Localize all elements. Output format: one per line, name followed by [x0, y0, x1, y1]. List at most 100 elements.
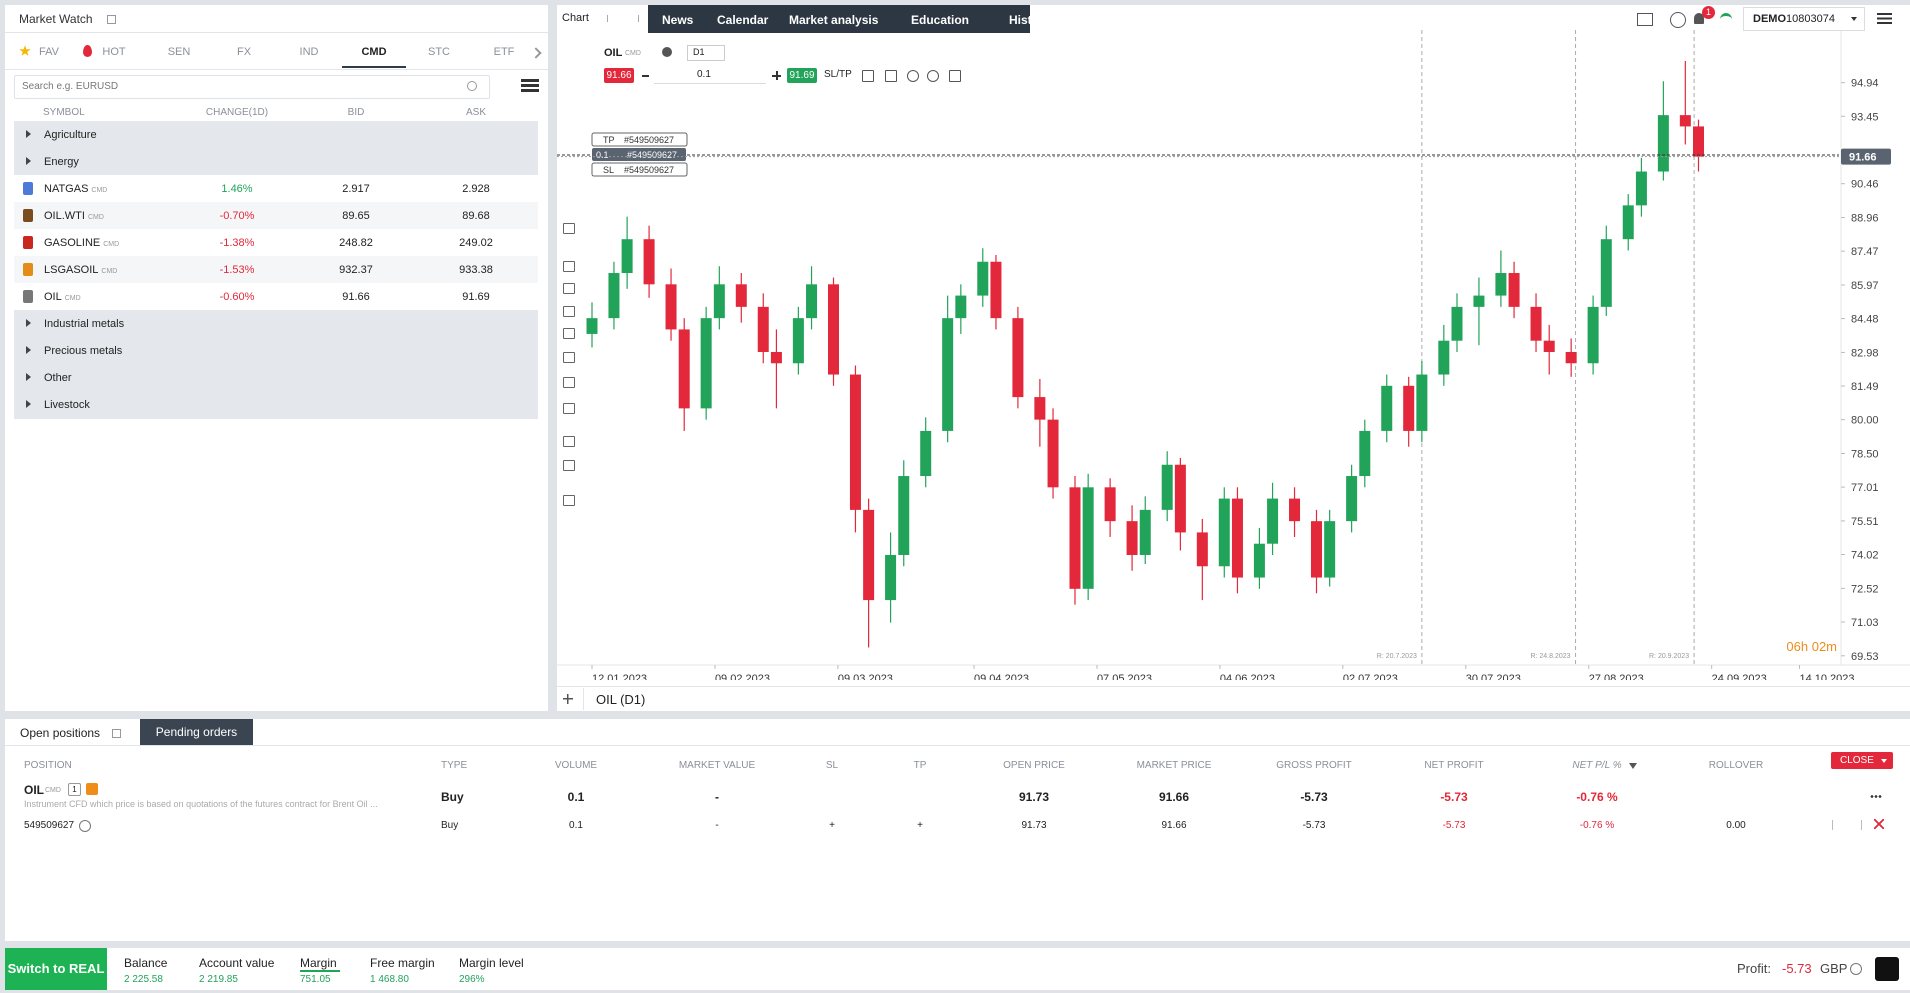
move-icon[interactable] — [1670, 12, 1686, 28]
toolbar-icon[interactable] — [907, 70, 919, 82]
market-tab[interactable]: HOT — [102, 46, 126, 58]
switch-real-button[interactable]: Switch to REAL — [5, 948, 107, 990]
market-tab[interactable]: CMD — [361, 46, 387, 58]
plus-button[interactable] — [772, 71, 781, 80]
toolbar-icon[interactable] — [862, 70, 874, 82]
candle-body — [1403, 385, 1415, 431]
market-tab[interactable]: FAV — [39, 46, 59, 58]
toolbar-icon[interactable] — [949, 70, 961, 82]
column-header: CHANGE(1D) — [205, 107, 269, 118]
drawing-tool[interactable] — [563, 283, 575, 294]
candle-body — [1231, 498, 1243, 578]
candle-body — [792, 318, 804, 364]
ask: 89.68 — [462, 210, 490, 222]
grid-view-icon[interactable] — [521, 79, 539, 93]
drawing-tool[interactable] — [563, 377, 575, 388]
toolbar-symbol[interactable]: OIL — [604, 47, 623, 59]
instrument-list: Agriculture Energy NATGAS CMD 1.46% 2.917 2.92… — [14, 121, 538, 419]
table-cell: 91.73 — [1018, 790, 1050, 804]
candle-body — [1034, 397, 1046, 420]
table-cell: Buy — [441, 790, 464, 804]
column-header: MARKET VALUE — [678, 760, 756, 771]
group-row[interactable]: Industrial metals — [14, 310, 538, 337]
layout-icon[interactable] — [1637, 13, 1653, 26]
instrument-row[interactable]: LSGASOIL CMD -1.53% 932.37 933.38 — [14, 256, 538, 283]
bell-icon[interactable] — [1694, 13, 1704, 24]
tp-order: #549509627 — [624, 135, 674, 145]
market-tab[interactable]: SEN — [167, 46, 191, 58]
x-tick-label: 09.03.2023 — [838, 673, 893, 680]
group-row[interactable]: Agriculture — [14, 121, 538, 148]
help-button[interactable] — [1875, 957, 1899, 981]
drawing-tool[interactable] — [563, 436, 575, 447]
timeframe-select[interactable]: D1 — [687, 45, 725, 61]
drawing-tool[interactable] — [563, 403, 575, 414]
nav-tab[interactable]: Calendar — [717, 13, 769, 27]
add-chart-button[interactable] — [563, 694, 573, 704]
drawing-tool[interactable] — [563, 261, 575, 272]
positions-tab[interactable]: Open positions — [20, 726, 101, 740]
instrument-row[interactable]: GASOLINE CMD -1.38% 248.82 249.02 — [14, 229, 538, 256]
drawing-tool[interactable] — [563, 352, 575, 363]
positions-tabbar — [5, 719, 1910, 746]
annotation-label: R: 20.9.2023 — [1649, 653, 1689, 660]
market-tab[interactable]: IND — [299, 46, 319, 58]
nav-tab[interactable]: Education — [911, 13, 970, 27]
nav-tab[interactable]: Market analysis — [789, 13, 879, 27]
market-watch: Market Watch FAV HOT SEN FX IND CMD STC ETF Searc… — [5, 5, 548, 711]
candle-body — [1218, 498, 1230, 567]
candle-body — [1495, 273, 1507, 296]
menu-icon[interactable] — [1877, 13, 1892, 24]
group-row[interactable]: Other — [14, 364, 538, 391]
y-tick-label: 90.46 — [1851, 179, 1879, 191]
minus-button[interactable] — [642, 75, 649, 77]
nav-tab[interactable]: History — [1009, 13, 1051, 27]
row-actions[interactable] — [1832, 820, 1862, 830]
instrument-icon — [23, 236, 33, 249]
x-tick-label: 27.08.2023 — [1589, 673, 1644, 680]
expand-arrow — [26, 346, 31, 354]
group-row[interactable]: Energy — [14, 148, 538, 175]
instrument-row[interactable]: OIL CMD -0.60% 91.66 91.69 — [14, 283, 538, 310]
volume-input[interactable]: 0.1 — [654, 68, 766, 84]
drawing-tool[interactable] — [563, 328, 575, 339]
account-selector[interactable]: DEMO 10803074 — [1743, 7, 1865, 31]
drawing-tool[interactable] — [563, 460, 575, 471]
chart-tab[interactable]: Chart — [562, 12, 589, 24]
market-tab[interactable]: FX — [236, 46, 252, 58]
toolbar-icon[interactable] — [927, 70, 939, 82]
candle-body — [1600, 239, 1612, 307]
chart-footer — [557, 686, 1910, 712]
position-description: Instrument CFD which price is based on q… — [24, 799, 378, 809]
close-all-button[interactable]: CLOSE — [1831, 752, 1893, 769]
positions-panel: Open positions Pending orders POSITION TYPE… — [5, 719, 1910, 941]
close-position-icon[interactable] — [1874, 819, 1884, 829]
candle-body — [621, 239, 633, 274]
candle-body — [1047, 419, 1059, 488]
sltp-button[interactable]: SL/TP — [824, 69, 852, 80]
table-cell: 0.00 — [1726, 820, 1746, 831]
drawing-tool[interactable] — [563, 223, 575, 234]
buy-price[interactable]: 91.69 — [787, 68, 817, 83]
toolbar-icon[interactable] — [885, 70, 897, 82]
sell-price[interactable]: 91.66 — [604, 68, 634, 83]
pending-tab[interactable]: Pending orders — [140, 719, 253, 745]
group-row[interactable]: Livestock — [14, 391, 538, 418]
drawing-tool[interactable] — [563, 306, 575, 317]
y-tick-label: 85.97 — [1851, 280, 1879, 292]
market-tab[interactable]: STC — [428, 46, 450, 58]
market-tab[interactable]: ETF — [493, 46, 515, 58]
instrument-icon — [23, 263, 33, 276]
candle-body — [1324, 521, 1336, 578]
last-price-box — [1841, 148, 1891, 165]
nav-tab[interactable]: News — [662, 13, 694, 27]
candle-body — [1196, 532, 1208, 567]
group-row[interactable]: Precious metals — [14, 337, 538, 364]
y-tick-label: 69.53 — [1851, 651, 1879, 663]
search-box[interactable]: Search e.g. EURUSD — [14, 75, 490, 99]
instrument-row[interactable]: OIL.WTI CMD -0.70% 89.65 89.68 — [14, 202, 538, 229]
row-menu[interactable] — [1870, 795, 1882, 798]
drawing-tool[interactable] — [563, 495, 575, 506]
candle-body — [713, 284, 725, 319]
instrument-row[interactable]: NATGAS CMD 1.46% 2.917 2.928 — [14, 175, 538, 202]
